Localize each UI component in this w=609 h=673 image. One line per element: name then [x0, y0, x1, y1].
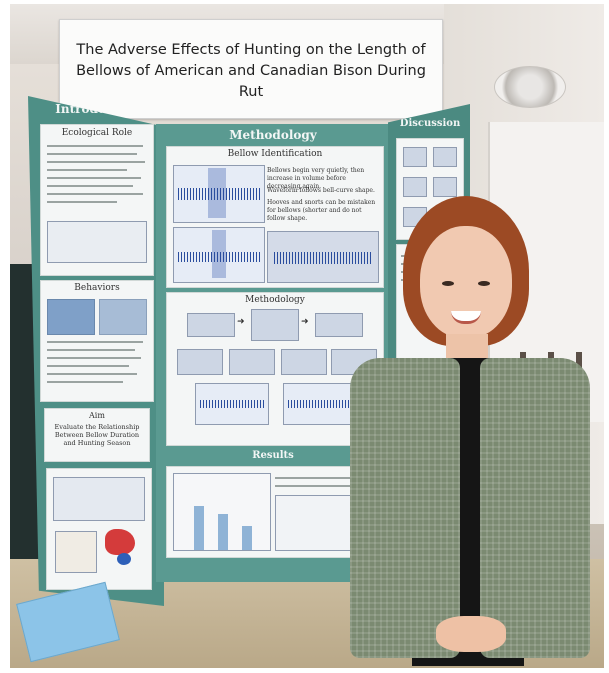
face	[420, 226, 512, 338]
aim-text: Evaluate the Relationship Between Bellow…	[54, 423, 140, 447]
aim-card: Aim Evaluate the Relationship Between Be…	[44, 408, 150, 462]
bellow-plot	[283, 383, 357, 425]
text-line	[47, 201, 117, 203]
bison-photo	[47, 299, 95, 335]
text-line	[275, 485, 365, 487]
waveform	[274, 252, 372, 264]
data-table	[53, 477, 145, 521]
discussion-heading: Discussion	[399, 118, 461, 129]
text-line	[47, 341, 143, 343]
chart-bar	[218, 514, 228, 550]
text-line	[47, 177, 141, 179]
text-line	[47, 193, 143, 195]
results-bar-chart	[173, 473, 271, 551]
clasped-hands	[436, 616, 506, 652]
poster-title: The Adverse Effects of Hunting on the Le…	[76, 42, 426, 100]
waveform	[288, 400, 352, 408]
data-table	[47, 221, 147, 263]
bellow-bullet: Bellows begin very quietly, then increas…	[267, 167, 365, 190]
science-fair-photo: The Adverse Effects of Hunting on the Le…	[10, 4, 604, 668]
flow-step	[315, 313, 363, 337]
methodology-flow-title: Methodology	[245, 295, 305, 305]
ceiling-vent	[494, 66, 566, 108]
text-line	[47, 169, 127, 171]
flow-arrow: ➜	[301, 317, 309, 327]
map-inset	[55, 531, 97, 573]
flow-step	[229, 349, 275, 375]
results-heading: Results	[252, 450, 294, 461]
ecological-role-card: Ecological Role	[40, 124, 154, 276]
text-line	[47, 365, 129, 367]
methodology-flow-card: Methodology ➜ ➜	[166, 292, 384, 446]
canada-map	[105, 529, 135, 555]
aim-figures-card	[46, 468, 152, 590]
text-line	[47, 373, 137, 375]
text-line	[47, 185, 133, 187]
spectrogram	[267, 231, 379, 283]
map-marker	[117, 553, 131, 565]
bellow-bullet: Waveform follows bell-curve shape.	[267, 187, 375, 194]
spectrogram	[173, 165, 265, 223]
student	[350, 196, 590, 666]
poster-title-board: The Adverse Effects of Hunting on the Le…	[59, 19, 443, 119]
flow-step	[281, 349, 327, 375]
cardigan-left	[350, 358, 460, 658]
bellow-plot	[195, 383, 269, 425]
ecological-role-title: Ecological Role	[61, 128, 133, 138]
eye	[442, 281, 454, 286]
chart-bar	[194, 506, 204, 550]
text-line	[47, 357, 141, 359]
flow-step	[403, 147, 427, 167]
methodology-heading: Methodology	[229, 128, 317, 142]
eye	[478, 281, 490, 286]
smile	[451, 311, 481, 324]
behaviors-title: Behaviors	[74, 283, 120, 293]
flow-step	[403, 177, 427, 197]
waveform	[200, 400, 264, 408]
chart-bar	[242, 526, 252, 550]
aim-title: Aim	[89, 411, 105, 420]
flow-step	[177, 349, 223, 375]
flow-arrow: ➜	[237, 317, 245, 327]
flow-step	[433, 177, 457, 197]
behaviors-card: Behaviors	[40, 280, 154, 402]
waveform	[178, 188, 260, 200]
text-line	[47, 349, 135, 351]
flow-step	[433, 147, 457, 167]
bison-photo	[99, 299, 147, 335]
bellow-bullet: Hooves and snorts can be mistaken for be…	[267, 199, 376, 222]
text-line	[47, 381, 123, 383]
left-panel: Introduction Ecological Role Behaviors	[28, 96, 164, 606]
cardigan-right	[480, 358, 590, 658]
text-line	[47, 145, 143, 147]
bellow-identification-card: Bellow Identification Bellows begin very…	[166, 146, 384, 288]
text-line	[47, 153, 137, 155]
flow-step	[187, 313, 235, 337]
waveform	[178, 252, 260, 262]
text-line	[47, 161, 145, 163]
spectrogram	[173, 227, 265, 283]
text-line	[275, 477, 375, 479]
bellow-identification-title: Bellow Identification	[227, 149, 323, 159]
flow-step	[251, 309, 299, 341]
introduction-heading: Introduction	[55, 102, 141, 116]
